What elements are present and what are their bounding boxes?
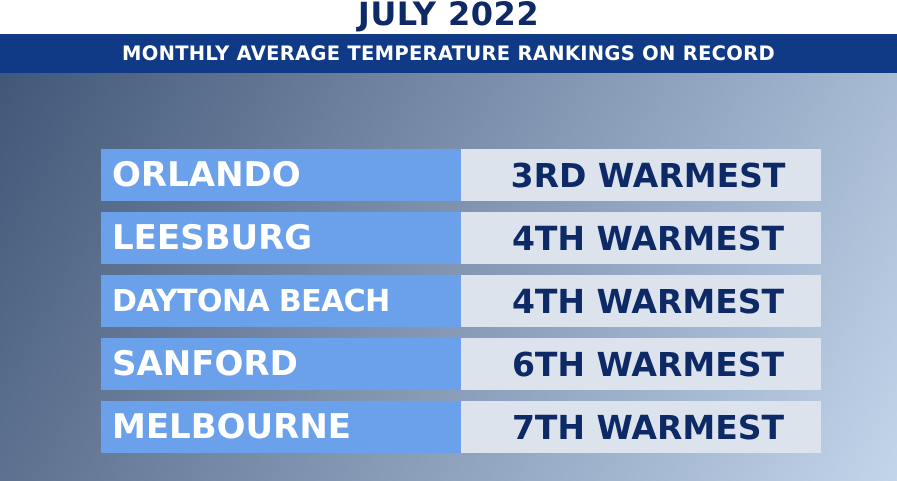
- city-name: LEESBURG: [112, 218, 313, 258]
- city-cell: MELBOURNE: [101, 401, 461, 453]
- city-cell: LEESBURG: [101, 212, 461, 264]
- city-name: MELBOURNE: [112, 407, 352, 447]
- rank-label: 6TH WARMEST: [511, 344, 785, 384]
- rank-label: 4TH WARMEST: [511, 218, 785, 258]
- city-cell: ORLANDO: [101, 149, 461, 201]
- rank-label: 3RD WARMEST: [510, 155, 786, 195]
- rank-cell: 6TH WARMEST: [461, 338, 821, 390]
- page-title: JULY 2022: [357, 0, 540, 33]
- rank-label: 4TH WARMEST: [511, 281, 785, 321]
- ranking-row-orlando: ORLANDO 3RD WARMEST: [101, 149, 821, 201]
- rank-cell: 7TH WARMEST: [461, 401, 821, 453]
- rank-label: 7TH WARMEST: [511, 407, 785, 447]
- page-subtitle: MONTHLY AVERAGE TEMPERATURE RANKINGS ON …: [122, 42, 775, 65]
- rank-cell: 3RD WARMEST: [461, 149, 821, 201]
- ranking-row-sanford: SANFORD 6TH WARMEST: [101, 338, 821, 390]
- ranking-row-leesburg: LEESBURG 4TH WARMEST: [101, 212, 821, 264]
- city-name: SANFORD: [112, 344, 298, 384]
- ranking-row-melbourne: MELBOURNE 7TH WARMEST: [101, 401, 821, 453]
- city-cell: SANFORD: [101, 338, 461, 390]
- title-band: JULY 2022: [0, 0, 897, 34]
- rank-cell: 4TH WARMEST: [461, 212, 821, 264]
- subtitle-bar: MONTHLY AVERAGE TEMPERATURE RANKINGS ON …: [0, 34, 897, 73]
- rankings-table: ORLANDO 3RD WARMEST LEESBURG 4TH WARMEST…: [101, 149, 821, 453]
- city-cell: DAYTONA BEACH: [101, 275, 461, 327]
- city-name: ORLANDO: [112, 155, 301, 195]
- rank-cell: 4TH WARMEST: [461, 275, 821, 327]
- city-name: DAYTONA BEACH: [112, 283, 390, 319]
- ranking-row-daytona-beach: DAYTONA BEACH 4TH WARMEST: [101, 275, 821, 327]
